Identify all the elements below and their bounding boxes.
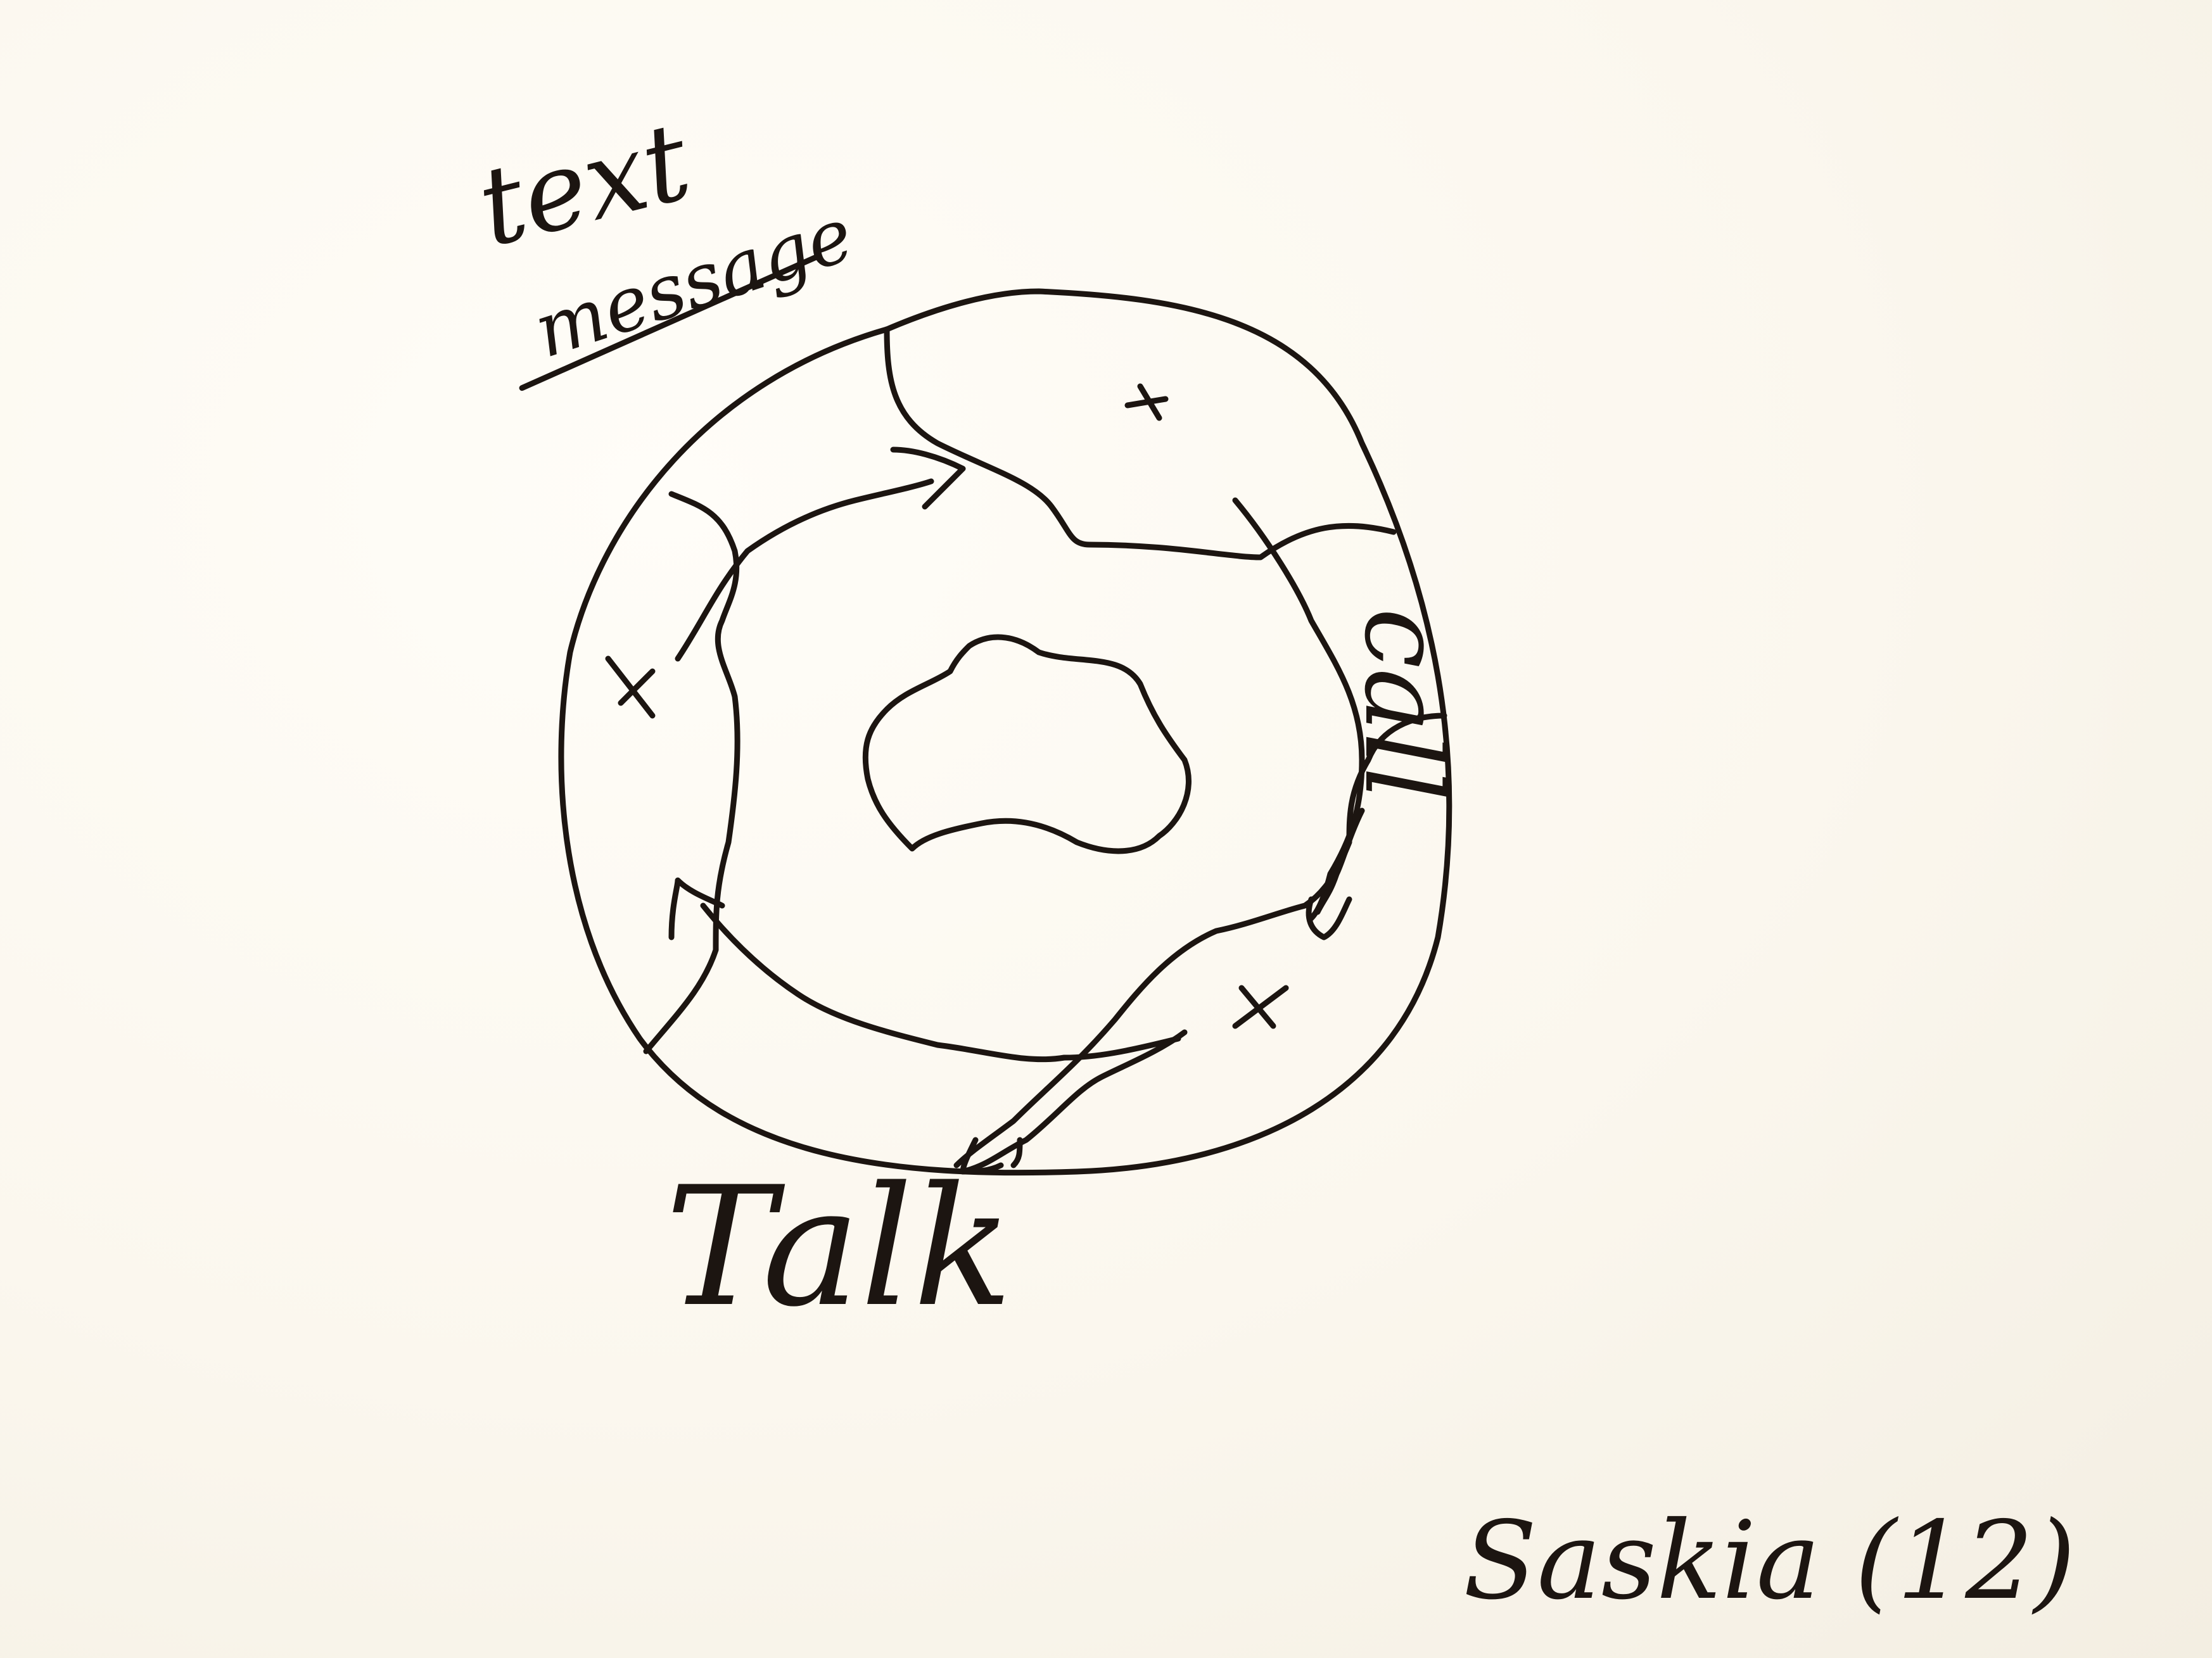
label-talk: Talk [665, 1152, 1013, 1343]
arrow-left-head [890, 446, 966, 510]
label-call: call [1340, 608, 1466, 802]
divider-lower [953, 712, 1447, 1168]
outer-circle [558, 288, 1452, 1176]
arrow-bottom-head [668, 877, 725, 940]
center-blob [862, 634, 1192, 854]
divider-right [1232, 497, 1365, 921]
cross-mark-top [1124, 383, 1169, 421]
arrow-right-head [1306, 896, 1352, 940]
author-signature: Saskia (12) [1463, 1498, 2076, 1624]
arrow-talk-head [960, 1137, 1023, 1175]
arrow-left-arc [675, 478, 934, 662]
divider-left [643, 491, 741, 1054]
arrow-bottom-arc [700, 902, 1181, 1063]
divider-top [884, 326, 1397, 560]
arrow-right-arc [1314, 807, 1365, 915]
arrow-talk-line [960, 1029, 1188, 1175]
cross-mark-left [605, 655, 656, 719]
cross-mark-lower-right [1232, 985, 1289, 1029]
